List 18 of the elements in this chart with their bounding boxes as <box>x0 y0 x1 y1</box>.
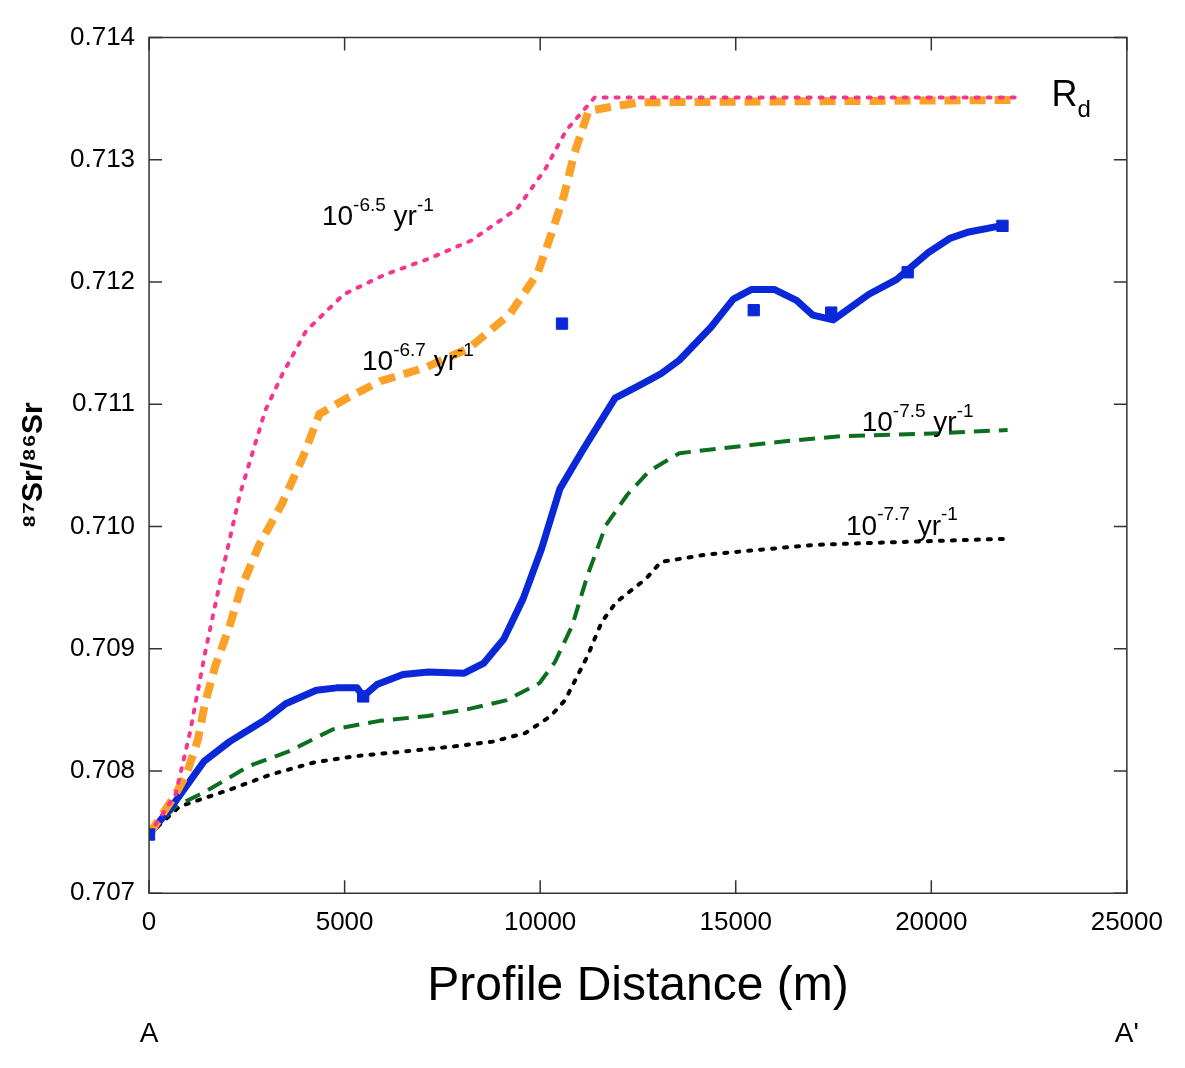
text: A' <box>1114 1016 1139 1048</box>
y-axis-title: ⁸⁷Sr/⁸⁶Sr <box>15 401 49 529</box>
x-tick-label: 0 <box>141 905 157 936</box>
y-tick-label: 0.711 <box>71 387 136 418</box>
y-tick-label: 0.712 <box>69 265 136 296</box>
y-tick-label: 0.713 <box>69 143 136 173</box>
y-tick-label: 0.707 <box>69 876 136 907</box>
y-tick-label: 0.710 <box>69 509 136 540</box>
x-tick-label: 5000 <box>315 905 374 936</box>
text: A <box>139 1016 159 1048</box>
x-tick-label: 10000 <box>504 905 577 936</box>
x-tick-label: 25000 <box>1090 905 1164 936</box>
x-axis-title: Profile Distance (m) <box>427 957 849 1011</box>
x-tick-label: 15000 <box>699 905 772 936</box>
y-tick-label: 0.709 <box>69 631 136 662</box>
y-tick-label: 0.708 <box>69 754 136 785</box>
y-tick-label: 0.714 <box>69 20 136 51</box>
x-tick-label: 20000 <box>895 905 968 936</box>
